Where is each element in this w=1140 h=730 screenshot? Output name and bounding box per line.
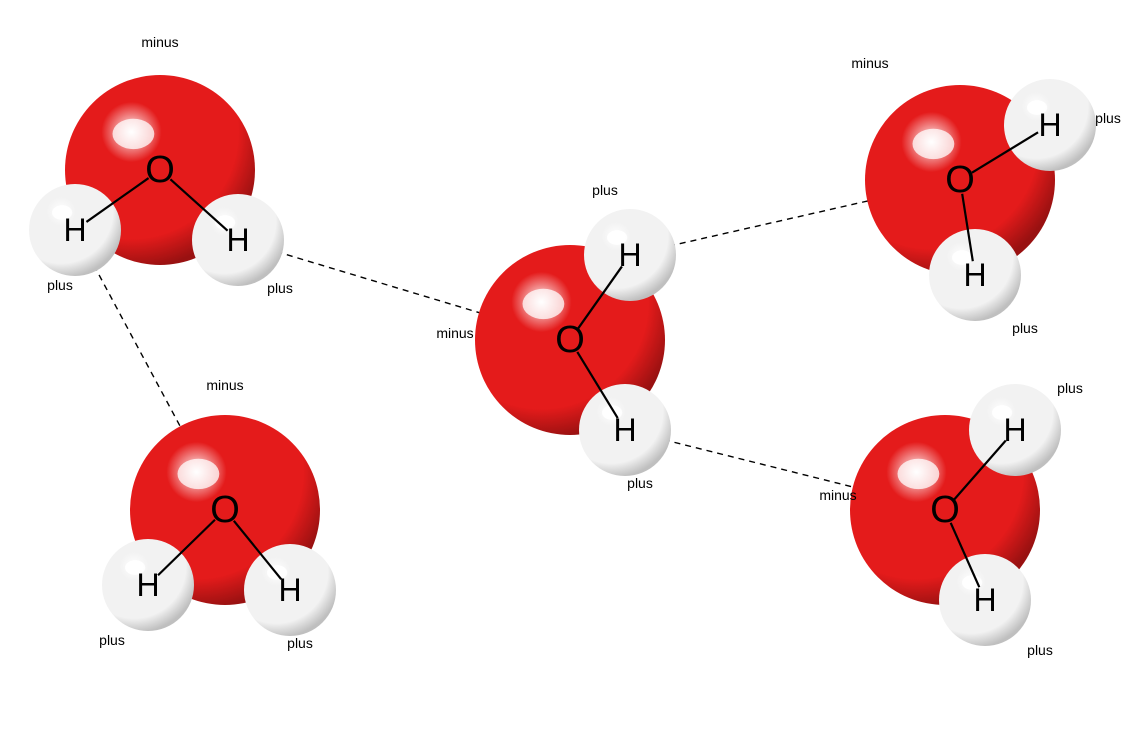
hydrogen-label: H [136, 567, 159, 603]
hydrogen-label: H [973, 582, 996, 618]
water-molecule: O H Hminus plus plus [819, 380, 1083, 658]
charge-minus: minus [141, 34, 178, 50]
hydrogen-label: H [963, 257, 986, 293]
charge-plus: plus [627, 475, 653, 491]
charge-plus: plus [1057, 380, 1083, 396]
charge-plus: plus [592, 182, 618, 198]
hydrogen-bonding-diagram: O H Hminus plus plus O H Hminus plus plus O H Hminus… [0, 0, 1140, 730]
hydrogen-label: H [1038, 107, 1061, 143]
oxygen-label: O [945, 159, 975, 201]
water-molecule: O H Hminus plus plus [29, 34, 293, 296]
water-molecule: O H Hminus plus plus [436, 182, 676, 491]
water-molecule: O H Hminus plus plus [851, 55, 1121, 336]
water-molecule: O H Hminus plus plus [99, 377, 336, 651]
hydrogen-label: H [278, 572, 301, 608]
charge-plus: plus [1012, 320, 1038, 336]
charge-plus: plus [1095, 110, 1121, 126]
charge-plus: plus [267, 280, 293, 296]
hydrogen-label: H [226, 222, 249, 258]
hydrogen-label: H [1003, 412, 1026, 448]
hydrogen-label: H [613, 412, 636, 448]
molecules-layer: O H Hminus plus plus O H Hminus plus plus O H Hminus… [29, 34, 1121, 658]
charge-minus: minus [436, 325, 473, 341]
charge-minus: minus [851, 55, 888, 71]
hydrogen-label: H [63, 212, 86, 248]
charge-plus: plus [47, 277, 73, 293]
oxygen-label: O [555, 319, 585, 361]
charge-minus: minus [206, 377, 243, 393]
oxygen-label: O [145, 149, 175, 191]
charge-plus: plus [99, 632, 125, 648]
oxygen-label: O [210, 489, 240, 531]
oxygen-label: O [930, 489, 960, 531]
charge-plus: plus [287, 635, 313, 651]
hydrogen-label: H [618, 237, 641, 273]
charge-minus: minus [819, 487, 856, 503]
charge-plus: plus [1027, 642, 1053, 658]
